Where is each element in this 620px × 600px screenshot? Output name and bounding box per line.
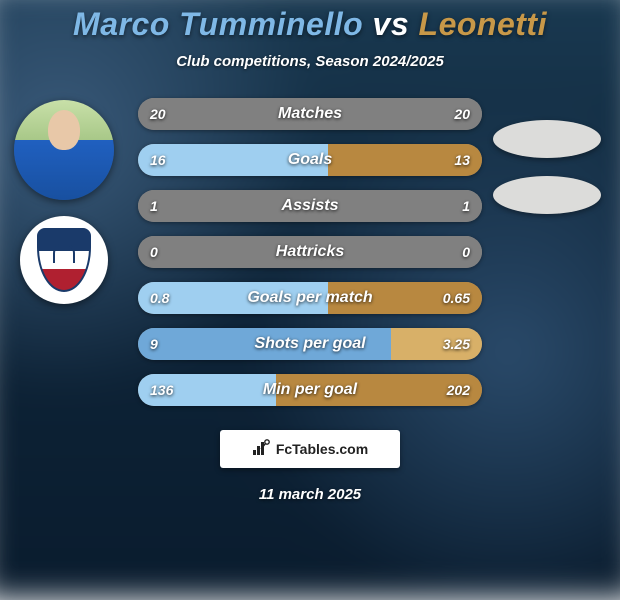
stat-bar-row: 0.8 0.65 Goals per match (138, 282, 482, 314)
stat-left-value: 16 (150, 152, 166, 168)
stat-left-value: 1 (150, 198, 158, 214)
stat-label: Goals (288, 151, 332, 169)
stat-right-value: 0.65 (443, 290, 470, 306)
stat-bar-row: 136 202 Min per goal (138, 374, 482, 406)
player2-avatar-placeholder-icon (493, 120, 601, 158)
footer-date: 11 march 2025 (0, 486, 620, 503)
player1-avatar-icon (14, 100, 114, 200)
comparison-title: Marco Tumminello vs Leonetti (0, 6, 620, 43)
stat-left-value: 20 (150, 106, 166, 122)
subtitle: Club competitions, Season 2024/2025 (0, 53, 620, 70)
stat-label: Min per goal (263, 381, 357, 399)
stat-bar-row: 9 3.25 Shots per goal (138, 328, 482, 360)
stat-right-value: 3.25 (443, 336, 470, 352)
stat-bars-container: 20 20 Matches 16 13 Goals 1 1 Assists 0 0 Hattricks… (138, 98, 482, 406)
stat-bar-row: 0 0 Hattricks (138, 236, 482, 268)
fctables-logo-icon (252, 438, 272, 461)
stat-left-value: 9 (150, 336, 158, 352)
player2-name: Leonetti (419, 6, 547, 42)
player1-name: Marco Tumminello (73, 6, 363, 42)
player1-club-crest-icon (20, 216, 108, 304)
stat-bar-row: 1 1 Assists (138, 190, 482, 222)
stat-bar-row: 16 13 Goals (138, 144, 482, 176)
right-avatar-column (492, 120, 602, 214)
stat-label: Matches (278, 105, 342, 123)
left-avatar-column (8, 100, 120, 304)
stat-left-value: 0.8 (150, 290, 169, 306)
stat-left-value: 136 (150, 382, 173, 398)
stat-right-value: 0 (462, 244, 470, 260)
stat-bar-row: 20 20 Matches (138, 98, 482, 130)
player2-club-placeholder-icon (493, 176, 601, 214)
stat-label: Shots per goal (254, 335, 365, 353)
stat-left-value: 0 (150, 244, 158, 260)
stat-right-value: 202 (447, 382, 470, 398)
vs-word: vs (373, 6, 410, 42)
stat-right-value: 13 (454, 152, 470, 168)
stat-label: Goals per match (247, 289, 372, 307)
site-attribution: FcTables.com (220, 430, 400, 468)
stat-right-value: 1 (462, 198, 470, 214)
stat-label: Hattricks (276, 243, 344, 261)
stat-label: Assists (282, 197, 339, 215)
site-name: FcTables.com (276, 441, 368, 457)
stat-right-value: 20 (454, 106, 470, 122)
